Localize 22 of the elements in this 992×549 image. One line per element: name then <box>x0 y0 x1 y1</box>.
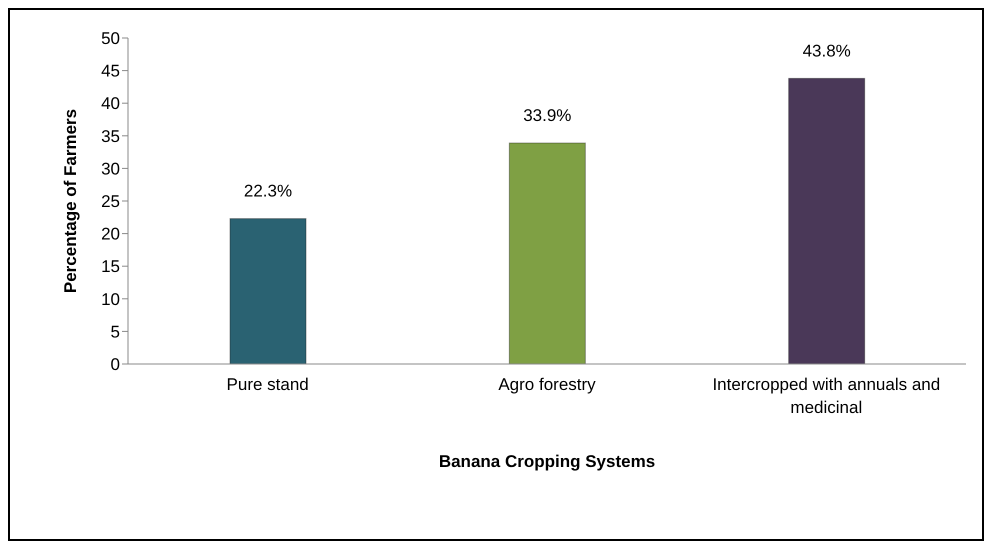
data-label: 43.8% <box>802 41 851 60</box>
bar <box>230 218 306 364</box>
y-tick-label: 5 <box>110 322 120 342</box>
y-axis-title: Percentage of Farmers <box>61 108 80 294</box>
y-tick-label: 20 <box>101 224 120 244</box>
bar <box>508 142 586 364</box>
y-tick-label: 15 <box>101 257 120 276</box>
x-tick-label: Intercropped with annuals and medicinal <box>712 375 940 417</box>
y-tick-label: 35 <box>101 126 120 146</box>
bar <box>788 78 866 364</box>
x-tick-label: Pure stand <box>226 375 309 394</box>
data-label: 22.3% <box>244 182 292 201</box>
y-tick-label: 40 <box>101 94 120 114</box>
data-label: 33.9% <box>523 106 572 125</box>
x-tick-label: Agro forestry <box>498 375 596 394</box>
x-axis-title: Banana Cropping Systems <box>438 452 656 471</box>
y-tick-label: 25 <box>101 192 120 212</box>
y-tick-label: 10 <box>101 290 120 309</box>
y-tick-label: 45 <box>101 62 120 81</box>
y-tick-label: 0 <box>110 355 120 374</box>
y-tick-label: 50 <box>101 29 120 48</box>
y-tick-label: 30 <box>101 159 120 178</box>
